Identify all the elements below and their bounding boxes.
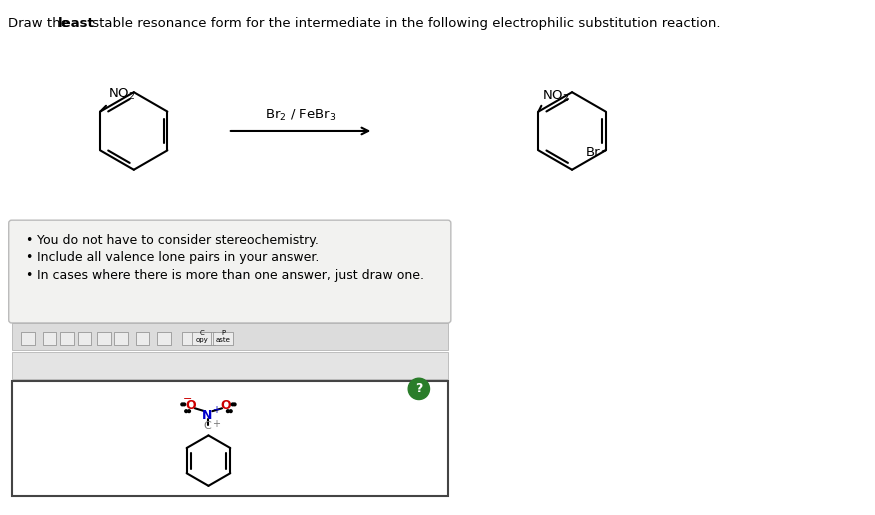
Text: +: +	[213, 405, 220, 415]
Text: +: +	[213, 419, 220, 428]
Text: Draw the: Draw the	[8, 16, 73, 29]
Text: N: N	[202, 408, 213, 422]
Text: ?: ?	[415, 382, 423, 396]
Circle shape	[231, 403, 234, 406]
Bar	[60, 332, 74, 345]
Bar	[21, 332, 35, 345]
Text: O: O	[186, 399, 196, 412]
Text: You do not have to consider stereochemistry.: You do not have to consider stereochemis…	[37, 234, 318, 247]
Circle shape	[408, 378, 430, 400]
Bar	[158, 332, 171, 345]
Circle shape	[229, 410, 232, 413]
Bar	[11, 323, 448, 350]
Text: In cases where there is more than one answer, just draw one.: In cases where there is more than one an…	[37, 269, 424, 282]
Bar	[78, 332, 91, 345]
Text: least: least	[58, 16, 94, 29]
Bar	[182, 332, 196, 345]
Text: Br$_2$ / FeBr$_3$: Br$_2$ / FeBr$_3$	[265, 108, 336, 123]
Text: C: C	[204, 421, 212, 431]
Text: •: •	[25, 269, 32, 282]
Bar	[97, 332, 110, 345]
Text: •: •	[25, 234, 32, 247]
Circle shape	[181, 403, 184, 406]
Text: −: −	[183, 393, 192, 404]
Bar	[136, 332, 150, 345]
Circle shape	[185, 410, 187, 413]
Bar	[43, 332, 56, 345]
Circle shape	[183, 403, 186, 406]
Text: NO$_2$: NO$_2$	[108, 87, 136, 102]
FancyBboxPatch shape	[9, 220, 451, 323]
Bar	[201, 332, 215, 345]
Bar	[192, 332, 212, 345]
Text: Br: Br	[586, 146, 601, 159]
Text: Include all valence lone pairs in your answer.: Include all valence lone pairs in your a…	[37, 251, 319, 264]
Circle shape	[188, 410, 191, 413]
Circle shape	[227, 410, 229, 413]
Circle shape	[234, 403, 236, 406]
Bar	[115, 332, 128, 345]
Text: O: O	[220, 399, 231, 412]
Bar	[214, 332, 233, 345]
Text: NO$_2$: NO$_2$	[542, 89, 570, 104]
Text: stable resonance form for the intermediate in the following electrophilic substi: stable resonance form for the intermedia…	[88, 16, 721, 29]
Text: P
aste: P aste	[215, 330, 230, 343]
Bar	[11, 352, 448, 379]
Text: •: •	[25, 251, 32, 264]
Text: C
opy: C opy	[195, 330, 208, 343]
Bar	[11, 381, 448, 495]
